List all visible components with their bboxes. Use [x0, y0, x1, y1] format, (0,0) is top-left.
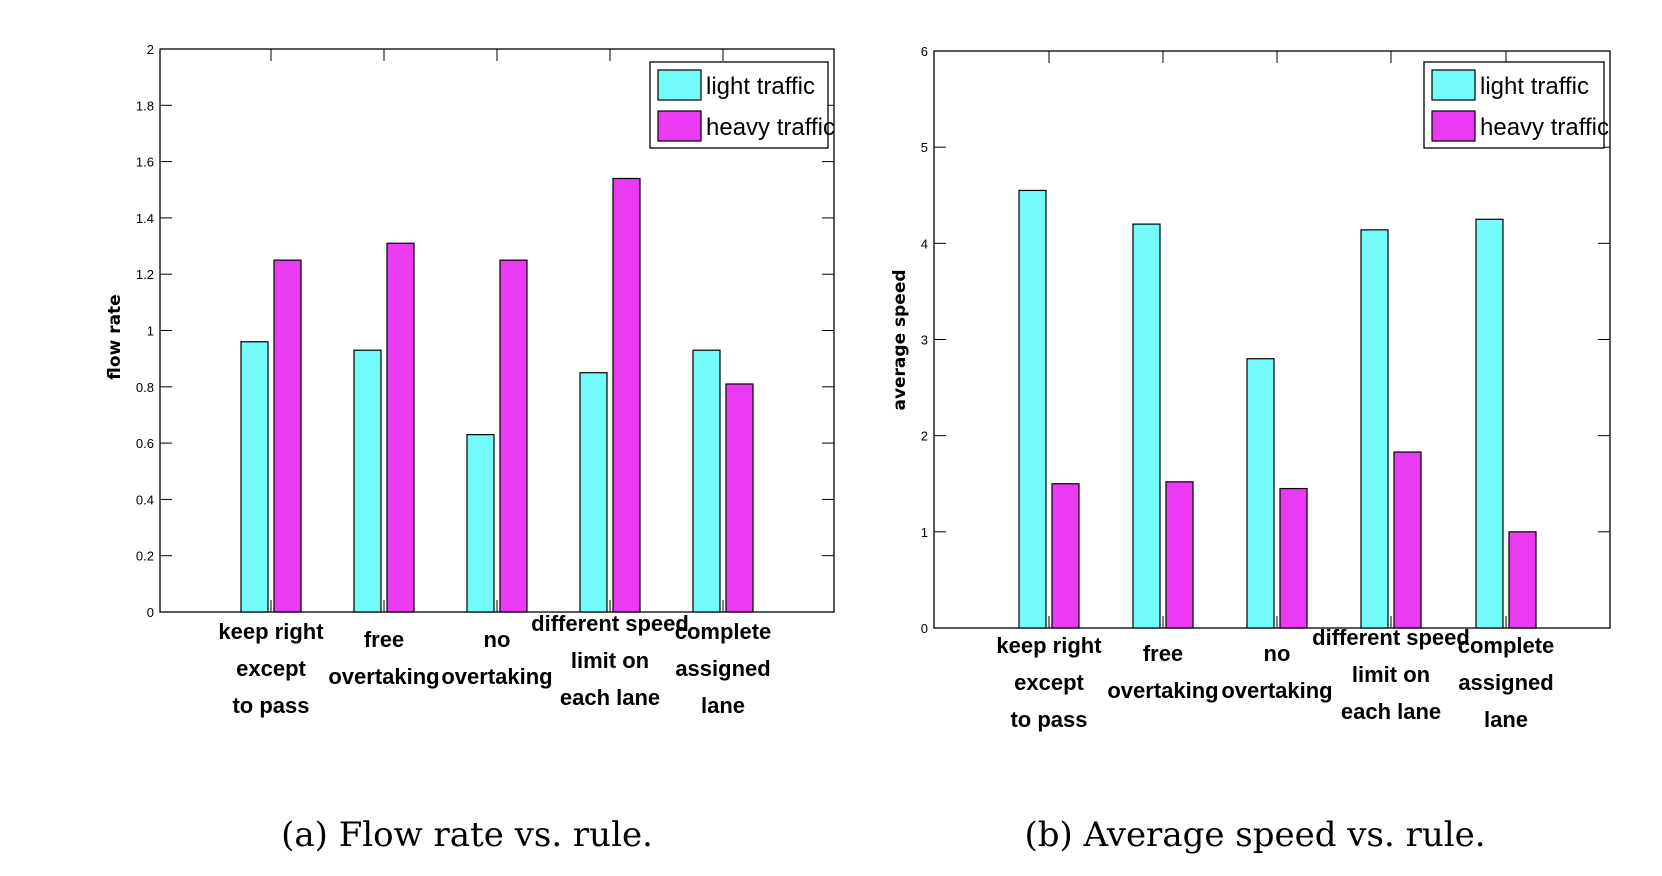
bar-heavy-traffic [1508, 531, 1537, 629]
category-label: each lane [1341, 699, 1441, 724]
bar-heavy-traffic [1393, 451, 1422, 629]
category-label: overtaking [1107, 678, 1218, 703]
y-tick-label: 3 [921, 333, 928, 348]
y-tick-label: 2 [921, 429, 928, 444]
y-tick-label: 1.4 [136, 211, 154, 226]
y-tick-label: 4 [921, 236, 928, 251]
y-tick-label: 0.8 [136, 380, 154, 395]
bar-heavy-traffic [273, 259, 302, 613]
bar-light-traffic [1018, 189, 1047, 629]
flow-rate-chart: 0 0.2 0.4 0.6 0.8 1 1.2 1.4 1.6 1.8 2 keep right exc… [105, 42, 835, 855]
bar-light-traffic [240, 341, 269, 613]
bar-heavy-traffic [386, 242, 415, 613]
legend-label: heavy traffic [706, 114, 835, 141]
category-label: except [236, 656, 306, 681]
category-label: limit on [571, 648, 649, 673]
figure-caption: (a) Flow rate vs. rule. [281, 815, 653, 855]
category-label: each lane [560, 685, 660, 710]
y-tick-label: 0.2 [136, 549, 154, 564]
category-label: keep right [996, 633, 1102, 658]
y-tick-label: 0.4 [136, 492, 154, 507]
bar-light-traffic [466, 434, 495, 613]
average-speed-chart: 0 1 2 3 4 5 6 keep right except to pass free overta… [890, 44, 1611, 855]
category-label: different speed [1312, 625, 1470, 650]
y-tick-label: 5 [921, 140, 928, 155]
y-axis-title: flow rate [105, 294, 125, 379]
y-tick-label: 1.2 [136, 267, 154, 282]
category-label: complete [675, 619, 772, 644]
category-label: free [1143, 641, 1183, 666]
legend-label: light traffic [706, 73, 815, 100]
legend-swatch-light [657, 69, 702, 101]
bar-heavy-traffic [1279, 487, 1308, 629]
category-label: overtaking [441, 664, 552, 689]
y-axis-title: average speed [890, 269, 910, 410]
category-label: free [364, 627, 404, 652]
category-label: no [484, 627, 511, 652]
bar-heavy-traffic [1051, 483, 1080, 629]
y-tick-label: 1 [921, 525, 928, 540]
category-label: complete [1458, 633, 1555, 658]
category-label: to pass [1010, 707, 1087, 732]
y-tick-label: 1.8 [136, 98, 154, 113]
y-tick-label: 1 [147, 324, 154, 339]
legend-swatch-heavy [1431, 110, 1476, 142]
category-label: assigned [675, 656, 770, 681]
bar-light-traffic [1360, 229, 1389, 629]
bar-light-traffic [1475, 218, 1504, 629]
bar-heavy-traffic [499, 259, 528, 613]
category-label: to pass [232, 693, 309, 718]
bar-light-traffic [353, 349, 382, 613]
category-label: overtaking [1221, 678, 1332, 703]
bar-heavy-traffic [725, 383, 754, 613]
category-label: assigned [1458, 670, 1553, 695]
figure-caption: (b) Average speed vs. rule. [1024, 815, 1485, 855]
category-label: lane [701, 693, 745, 718]
y-tick-label: 2 [147, 42, 154, 57]
bar-light-traffic [1246, 358, 1275, 629]
y-tick-label: 0 [147, 605, 154, 620]
bar-light-traffic [1132, 223, 1161, 629]
y-tick-label: 1.6 [136, 155, 154, 170]
category-label: different speed [531, 611, 689, 636]
legend-label: heavy traffic [1480, 114, 1609, 141]
legend-swatch-light [1431, 69, 1476, 101]
bar-heavy-traffic [1165, 481, 1194, 629]
legend-swatch-heavy [657, 110, 702, 142]
category-label: no [1264, 641, 1291, 666]
y-tick-label: 6 [921, 44, 928, 59]
category-label: except [1014, 670, 1084, 695]
bar-light-traffic [579, 372, 608, 613]
category-label: lane [1484, 707, 1528, 732]
legend-label: light traffic [1480, 73, 1589, 100]
bar-heavy-traffic [612, 177, 641, 613]
category-label: keep right [218, 619, 324, 644]
bar-light-traffic [692, 349, 721, 613]
category-label: limit on [1352, 662, 1430, 687]
y-tick-label: 0.6 [136, 436, 154, 451]
y-tick-label: 0 [921, 621, 928, 636]
category-label: overtaking [328, 664, 439, 689]
